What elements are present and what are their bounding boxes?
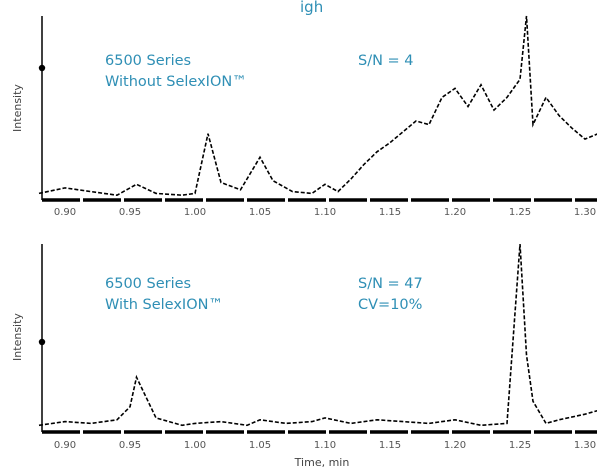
x-tick-label: 0.90 — [54, 207, 76, 218]
x-tick-label: 1.20 — [444, 207, 466, 218]
x-tick-label: 1.10 — [314, 440, 336, 451]
bottom-y-axis-label: Intensity — [11, 313, 24, 361]
chart-top: Intensity 6500 Series Without SelexION™ … — [11, 15, 597, 218]
top-annotation-line1: 6500 Series — [105, 53, 191, 69]
bottom-annotation-sn: S/N = 47 — [358, 276, 423, 292]
x-tick-label: 0.95 — [119, 440, 141, 451]
top-y-axis-marker — [38, 64, 46, 72]
top-x-tick-labels: 0.900.951.001.051.101.151.201.251.301.35… — [54, 207, 596, 218]
x-tick-label: 1.30 — [574, 207, 596, 218]
x-tick-label: 0.90 — [54, 440, 76, 451]
x-tick-label: 1.30 — [574, 440, 596, 451]
top-annotation-line2: Without SelexION™ — [105, 74, 247, 90]
x-tick-label: 1.00 — [184, 440, 206, 451]
x-axis-label: Time, min — [294, 456, 350, 469]
bottom-annotation-line2: With SelexION™ — [105, 297, 223, 313]
top-series-line — [38, 15, 597, 197]
x-tick-label: 0.95 — [119, 207, 141, 218]
bottom-x-tick-labels: 0.900.951.001.051.101.151.201.251.301.35… — [54, 440, 596, 451]
bottom-y-axis-marker — [38, 338, 46, 346]
bottom-annotation-cv: CV=10% — [358, 297, 422, 313]
x-tick-label: 1.25 — [509, 440, 531, 451]
top-y-axis-label: Intensity — [11, 84, 24, 132]
x-tick-label: 1.10 — [314, 207, 336, 218]
bottom-annotation-line1: 6500 Series — [105, 276, 191, 292]
x-tick-label: 1.05 — [249, 207, 271, 218]
top-annotation-sn: S/N = 4 — [358, 53, 414, 69]
x-tick-label: 1.15 — [379, 207, 401, 218]
chart-bottom: Intensity 6500 Series With SelexION™ S/N… — [11, 243, 597, 469]
x-tick-label: 1.05 — [249, 440, 271, 451]
figure-title: igh — [300, 0, 323, 16]
x-tick-label: 1.25 — [509, 207, 531, 218]
x-tick-label: 1.00 — [184, 207, 206, 218]
x-tick-label: 1.15 — [379, 440, 401, 451]
bottom-series-line — [38, 243, 597, 427]
x-tick-label: 1.20 — [444, 440, 466, 451]
